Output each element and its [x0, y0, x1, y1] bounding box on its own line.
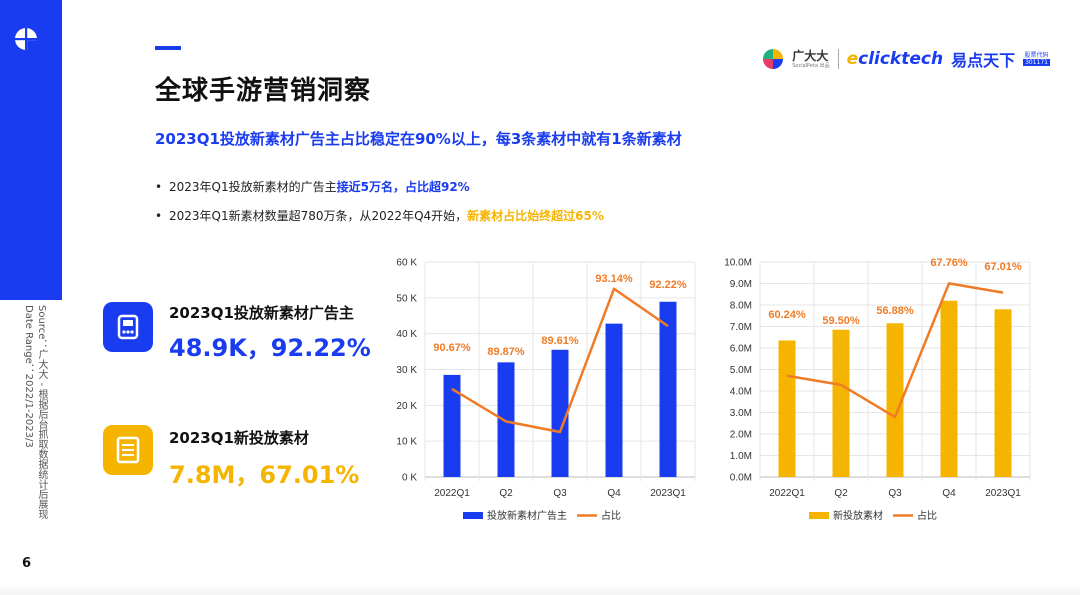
ratio-label: 67.76%: [930, 257, 968, 269]
guangdada-name: 广大大: [792, 48, 829, 63]
chart-creatives: 0.0M 1.0M 2.0M 3.0M 4.0M 5.0M 6.0M 7.0M 8.0M 9.0M…: [724, 257, 1031, 522]
y-tick-label: 0 K: [402, 473, 417, 484]
ratio-label: 89.61%: [541, 335, 579, 347]
eclicktech-prefix: e: [846, 49, 859, 69]
guangdada-subtitle: SocialPeta 出品: [792, 62, 830, 69]
eclicktech-cn-name: 易点天下: [951, 51, 1016, 70]
x-tick-label: 2023Q1: [650, 488, 686, 499]
stat-value: 48.9K，92.22%: [169, 334, 371, 362]
ratio-label: 89.87%: [487, 346, 525, 358]
legend-swatch-bar: [809, 512, 829, 519]
stock-code-value: 301171: [1023, 59, 1050, 66]
bar: [940, 300, 958, 477]
bar: [659, 301, 677, 477]
bullet-item: • 2023年Q1新素材数量超780万条，从2022年Q4开始，新素材占比始终超过…: [155, 207, 604, 236]
bullet-highlight: 接近5万名，占比超92%: [336, 180, 470, 194]
x-tick-label: 2022Q1: [434, 488, 470, 499]
brand-logo-icon: [14, 27, 38, 51]
bar: [551, 349, 569, 477]
bullet-text: 2023年Q1投放新素材的广告主: [169, 180, 337, 194]
ratio-label: 60.24%: [768, 309, 806, 321]
chart-advertisers: 0 K 10 K 20 K 30 K 40 K 50 K 60 K 2022Q1 Q2 Q3 Q4 2…: [396, 258, 696, 522]
ratio-line: [786, 282, 1004, 419]
legend-label: 新投放素材: [833, 509, 883, 522]
page-title: 全球手游营销洞察: [155, 76, 372, 106]
stat-value: 7.8M，67.01%: [169, 461, 360, 489]
y-tick-label: 50 K: [396, 293, 417, 304]
bullet-item: • 2023年Q1投放新素材的广告主接近5万名，占比超92%: [155, 178, 604, 207]
ratio-label: 59.50%: [822, 315, 860, 327]
ratio-label: 92.22%: [649, 279, 687, 291]
logo-separator: [837, 49, 839, 69]
legend-label: 占比: [601, 509, 621, 522]
y-tick-label: 8.0M: [730, 301, 752, 312]
y-tick-label: 40 K: [396, 329, 417, 340]
advertiser-icon: [103, 302, 153, 352]
bar: [443, 374, 461, 477]
ratio-line: [451, 287, 669, 434]
eclicktech-name: clicktech: [858, 49, 944, 69]
y-tick-label: 5.0M: [730, 365, 752, 376]
bar: [778, 340, 796, 477]
y-tick-label: 60 K: [396, 258, 417, 269]
x-tick-label: Q2: [499, 488, 513, 499]
bullet-text: 2023年Q1新素材数量超780万条，从2022年Q4开始，: [169, 209, 468, 223]
y-tick-label: 4.0M: [730, 387, 752, 398]
partner-logos: 广大大 SocialPeta 出品 eclicktech 易点天下 股票代码 3…: [762, 44, 1050, 74]
y-tick-label: 7.0M: [730, 322, 752, 333]
ratio-label: 90.67%: [433, 342, 471, 354]
bullet-list: • 2023年Q1投放新素材的广告主接近5万名，占比超92% • 2023年Q1新素…: [155, 178, 604, 236]
eclicktech-wordmark: eclicktech: [847, 49, 943, 69]
guangdada-logo-icon: [763, 49, 784, 69]
x-tick-label: Q3: [888, 488, 902, 499]
ratio-label: 56.88%: [876, 305, 914, 317]
y-tick-label: 0.0M: [730, 473, 752, 484]
legend-swatch-bar: [463, 512, 483, 519]
legend-label: 投放新素材广告主: [487, 509, 567, 522]
title-accent-bar: [155, 46, 181, 50]
y-tick-label: 6.0M: [730, 344, 752, 355]
guangdada-wordmark: 广大大 SocialPeta 出品: [792, 50, 829, 69]
bar: [605, 323, 623, 477]
bar: [832, 329, 850, 477]
y-tick-label: 30 K: [396, 365, 417, 376]
sidebar-band: [0, 0, 62, 300]
y-tick-label: 20 K: [396, 401, 417, 412]
x-tick-label: Q4: [942, 488, 956, 499]
bar: [994, 309, 1012, 477]
x-tick-label: Q2: [834, 488, 848, 499]
bullet-dot: •: [155, 180, 163, 194]
headline: 2023Q1投放新素材广告主占比稳定在90%以上，每3条素材中就有1条新素材: [155, 130, 682, 148]
stock-code-badge: 股票代码 301171: [1023, 52, 1050, 66]
y-tick-label: 10.0M: [724, 258, 752, 269]
x-tick-label: Q4: [607, 488, 621, 499]
stat-label: 2023Q1投放新素材广告主: [169, 304, 354, 322]
y-tick-label: 1.0M: [730, 451, 752, 462]
bottom-fade: [0, 585, 1080, 595]
ratio-label: 93.14%: [595, 273, 633, 285]
y-tick-label: 9.0M: [730, 279, 752, 290]
bullet-dot: •: [155, 209, 163, 223]
bar: [497, 362, 515, 477]
bullet-highlight: 新素材占比始终超过65%: [467, 209, 604, 223]
page-number: 6: [22, 556, 32, 571]
x-tick-label: 2023Q1: [985, 488, 1021, 499]
y-tick-label: 3.0M: [730, 408, 752, 419]
x-tick-label: 2022Q1: [769, 488, 805, 499]
stat-label: 2023Q1新投放素材: [169, 429, 309, 447]
source-note: Source：广大大 - 根据后台抓取数据统计后展现 Date Range：20…: [23, 305, 47, 520]
y-tick-label: 2.0M: [730, 430, 752, 441]
stock-code-label: 股票代码: [1024, 52, 1049, 59]
bar: [886, 323, 904, 477]
ratio-label: 67.01%: [984, 261, 1022, 273]
creative-icon: [103, 425, 153, 475]
y-tick-label: 10 K: [396, 437, 417, 448]
x-tick-label: Q3: [553, 488, 567, 499]
legend-label: 占比: [917, 509, 937, 522]
